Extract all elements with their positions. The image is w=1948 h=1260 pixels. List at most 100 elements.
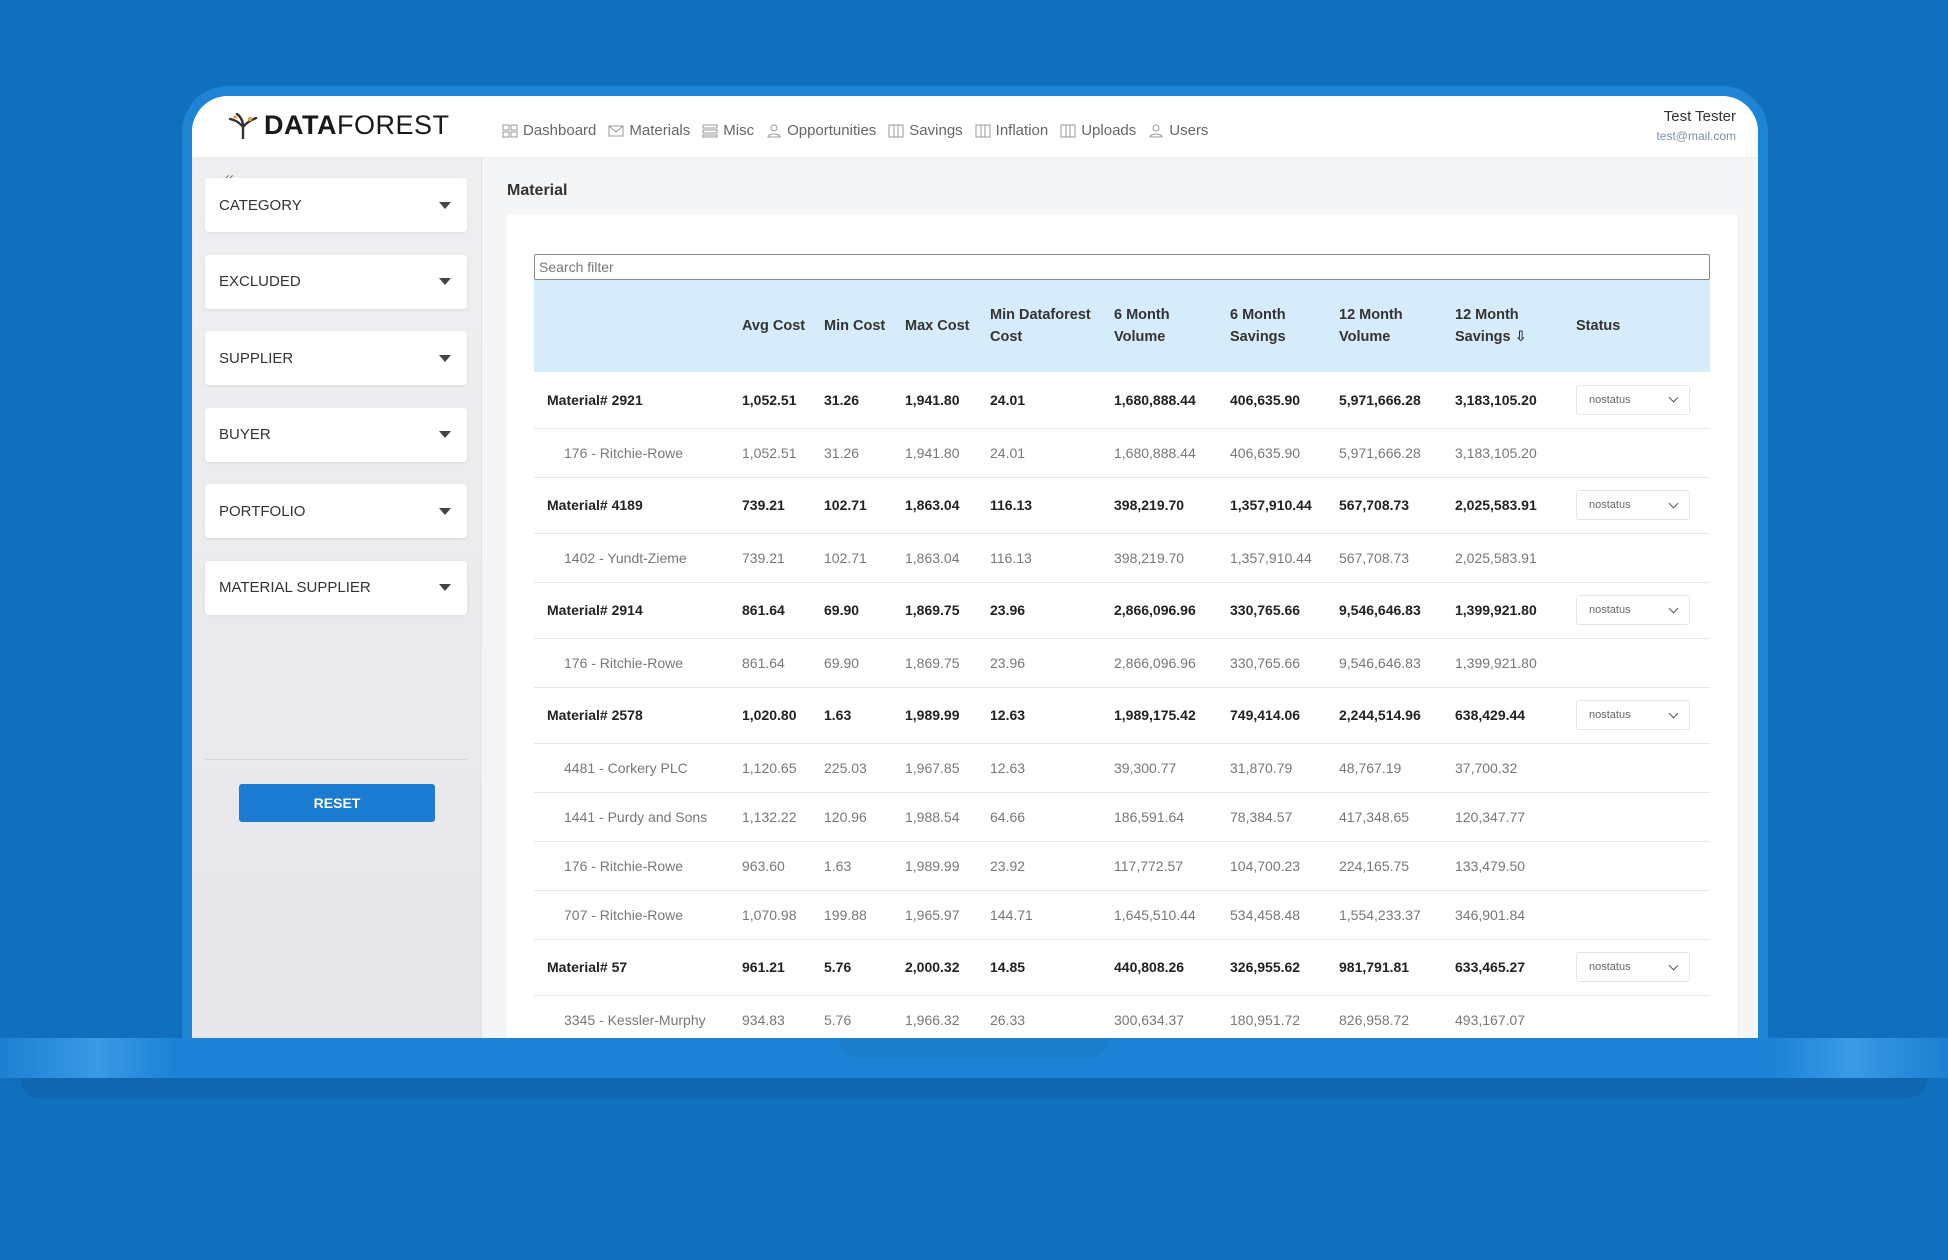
laptop-notch (840, 1038, 1108, 1058)
nav-item-uploads[interactable]: Uploads (1060, 122, 1136, 139)
user-email: test@mail.com (1656, 129, 1736, 143)
table-cell: 1,070.98 (734, 890, 816, 940)
status-select[interactable]: nostatus (1576, 700, 1690, 730)
supplier-row[interactable]: 1441 - Purdy and Sons 1,132.22 120.96 1,988… (534, 792, 1710, 842)
search-filter-input[interactable] (534, 254, 1710, 280)
table-cell: 12.63 (982, 743, 1106, 793)
table-cell: 638,429.44 (1447, 687, 1568, 744)
nav-item-materials[interactable]: Materials (608, 122, 690, 139)
supplier-row[interactable]: 4481 - Corkery PLC 1,120.65 225.03 1,967.85… (534, 743, 1710, 793)
status-value: nostatus (1589, 604, 1631, 616)
table-cell: 2,025,583.91 (1447, 533, 1568, 583)
table-cell: 31,870.79 (1222, 743, 1331, 793)
column-header[interactable]: Min Dataforest Cost (990, 307, 1091, 345)
supplier-row[interactable]: 707 - Ritchie-Rowe 1,070.98 199.88 1,965.97… (534, 890, 1710, 940)
table-cell: 31.26 (816, 372, 897, 429)
supplier-row[interactable]: 176 - Ritchie-Rowe 1,052.51 31.26 1,941.80 2… (534, 428, 1710, 478)
supplier-row[interactable]: 1402 - Yundt-Zieme 739.21 102.71 1,863.04 11… (534, 533, 1710, 583)
status-select[interactable]: nostatus (1576, 595, 1690, 625)
row-name-cell: Material# 2578 (534, 687, 734, 744)
nav-item-opportunities[interactable]: Opportunities (766, 122, 876, 139)
nav-item-misc[interactable]: Misc (702, 122, 754, 139)
material-row[interactable]: Material# 57 961.21 5.76 2,000.32 14.85 440,8… (534, 939, 1710, 996)
app-screen: DATAFOREST Dashboard Materials Misc Opportu… (192, 96, 1758, 1038)
table-cell: 5.76 (816, 939, 897, 996)
column-header[interactable]: Max Cost (905, 318, 970, 334)
column-header[interactable]: 12 Month Volume (1339, 307, 1403, 345)
table-cell: 1,020.80 (734, 687, 816, 744)
table-cell: 9,546,646.83 (1331, 582, 1447, 639)
filter-dropdown-material-supplier[interactable]: MATERIAL SUPPLIER (205, 560, 467, 615)
page-title: Material (507, 182, 568, 199)
nav-item-dashboard[interactable]: Dashboard (502, 122, 596, 139)
table-cell: 963.60 (734, 841, 816, 891)
table-header-row: Avg Cost Min Cost Max Cost Min Dataforest C… (534, 280, 1710, 372)
column-header[interactable]: Min Cost (824, 318, 886, 334)
table-cell: 739.21 (734, 477, 816, 534)
filter-dropdown-portfolio[interactable]: PORTFOLIO (205, 484, 467, 538)
table-cell: 3,183,105.20 (1447, 428, 1568, 478)
status-cell: nostatus (1568, 582, 1710, 639)
user-icon (766, 124, 782, 138)
table-cell: 23.96 (982, 638, 1106, 688)
reset-button[interactable]: RESET (239, 784, 435, 822)
supplier-row[interactable]: 3345 - Kessler-Murphy 934.83 5.76 1,966.32 2… (534, 995, 1710, 1038)
material-row[interactable]: Material# 2921 1,052.51 31.26 1,941.80 24.01… (534, 372, 1710, 429)
supplier-row[interactable]: 176 - Ritchie-Rowe 861.64 69.90 1,869.75 23.… (534, 638, 1710, 688)
logo[interactable]: DATAFOREST (228, 110, 450, 141)
table-cell: 14.85 (982, 939, 1106, 996)
status-value: nostatus (1589, 499, 1631, 511)
material-row[interactable]: Material# 4189 739.21 102.71 1,863.04 116.13… (534, 477, 1710, 534)
caret-down-icon (439, 507, 451, 515)
table-cell: 417,348.65 (1331, 792, 1447, 842)
table-cell: 1,645,510.44 (1106, 890, 1222, 940)
table-cell: 1,989,175.42 (1106, 687, 1222, 744)
table-cell: 69.90 (816, 638, 897, 688)
table-cell: 120.96 (816, 792, 897, 842)
table-cell: 1,554,233.37 (1331, 890, 1447, 940)
table-cell: 186,591.64 (1106, 792, 1222, 842)
status-select[interactable]: nostatus (1576, 490, 1690, 520)
table-cell: 1,680,888.44 (1106, 428, 1222, 478)
table-cell: 981,791.81 (1331, 939, 1447, 996)
status-select[interactable]: nostatus (1576, 384, 1690, 415)
table-cell: 2,866,096.96 (1106, 582, 1222, 639)
caret-down-icon (439, 354, 451, 362)
table-cell: 120,347.77 (1447, 792, 1568, 842)
filter-dropdown-supplier[interactable]: SUPPLIER (205, 331, 467, 385)
table-cell: 826,958.72 (1331, 995, 1447, 1038)
nav-item-savings[interactable]: Savings (888, 122, 963, 139)
table-cell: 330,765.66 (1222, 582, 1331, 639)
status-select[interactable]: nostatus (1576, 952, 1690, 982)
table-cell: 1,967.85 (897, 743, 982, 793)
nav-item-label: Savings (909, 122, 963, 139)
nav-item-label: Dashboard (523, 122, 597, 139)
table-cell: 23.92 (982, 841, 1106, 891)
material-row[interactable]: Material# 2578 1,020.80 1.63 1,989.99 12.63 1… (534, 687, 1710, 744)
column-header[interactable]: 12 Month Savings ⇩ (1455, 307, 1527, 345)
supplier-row[interactable]: 176 - Ritchie-Rowe 963.60 1.63 1,989.99 23.9… (534, 841, 1710, 891)
column-header[interactable]: Avg Cost (742, 318, 806, 334)
materials-card: Avg Cost Min Cost Max Cost Min Dataforest C… (507, 214, 1737, 1038)
materials-table: Avg Cost Min Cost Max Cost Min Dataforest C… (534, 280, 1710, 1038)
table-cell: 5,971,666.28 (1331, 428, 1447, 478)
filter-dropdown-buyer[interactable]: BUYER (205, 407, 467, 462)
filter-dropdown-excluded[interactable]: EXCLUDED (205, 254, 467, 309)
caret-down-icon (439, 584, 451, 591)
status-cell (1568, 890, 1710, 940)
table-cell: 64.66 (982, 792, 1106, 842)
table-cell: 567,708.73 (1331, 533, 1447, 583)
column-header[interactable]: 6 Month Volume (1114, 307, 1170, 345)
nav-item-inflation[interactable]: Inflation (975, 122, 1048, 139)
row-name-cell: Material# 2914 (534, 582, 734, 639)
user-menu[interactable]: Test Tester test@mail.com (1656, 108, 1736, 143)
table-cell: 493,167.07 (1447, 995, 1568, 1038)
column-header[interactable]: 6 Month Savings (1230, 307, 1286, 345)
nav-item-label: Misc (723, 122, 755, 139)
column-header[interactable]: Status (1576, 318, 1621, 334)
table-cell: 69.90 (816, 582, 897, 639)
columns-icon (888, 124, 904, 138)
filter-dropdown-category[interactable]: CATEGORY (205, 178, 467, 232)
material-row[interactable]: Material# 2914 861.64 69.90 1,869.75 23.96 2,… (534, 582, 1710, 639)
nav-item-users[interactable]: Users (1148, 122, 1208, 139)
